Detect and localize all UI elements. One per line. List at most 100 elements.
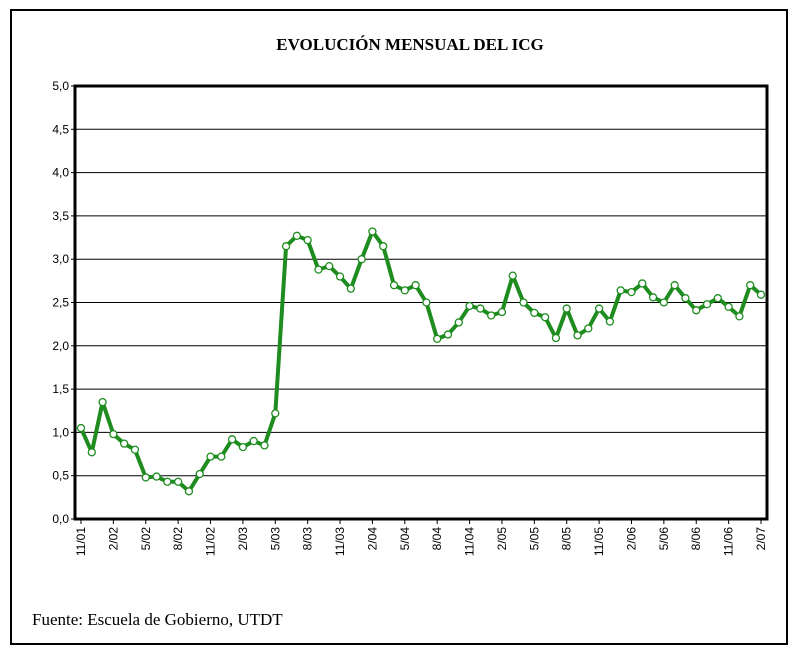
data-point [713, 294, 722, 303]
x-tick-label: 8/04 [430, 527, 444, 551]
x-tick-label: 5/02 [139, 527, 153, 551]
data-point [271, 409, 280, 418]
plot-frame [73, 84, 769, 521]
data-point [605, 317, 615, 326]
x-tick-label: 2/04 [365, 527, 379, 551]
x-tick-label: 2/03 [236, 527, 250, 551]
x-tick-label: 2/05 [495, 527, 509, 551]
data-point [681, 294, 690, 303]
data-point [227, 435, 237, 444]
x-tick-label: 11/02 [204, 527, 218, 556]
y-tick-label: 1,0 [52, 425, 69, 439]
data-point [584, 324, 593, 333]
data-point [735, 312, 744, 321]
data-point [87, 448, 96, 457]
data-point [551, 333, 561, 343]
data-point [638, 279, 647, 288]
data-point [368, 227, 377, 236]
x-tick-label: 5/06 [657, 527, 671, 551]
y-tick-label: 3,5 [52, 209, 69, 223]
x-tick-label: 2/02 [106, 527, 120, 551]
data-point [562, 304, 571, 313]
data-point [98, 397, 107, 407]
x-tick-label: 5/04 [398, 527, 412, 551]
x-tick-label: 2/06 [624, 527, 638, 551]
data-point [120, 439, 129, 448]
data-point [692, 306, 701, 315]
data-point [659, 298, 669, 307]
data-point [184, 487, 194, 496]
y-tick-label: 1,5 [52, 382, 69, 396]
data-point [411, 281, 420, 290]
x-tick-label: 11/05 [592, 527, 606, 556]
data-line [79, 229, 763, 494]
data-point [141, 473, 150, 482]
data-point [109, 429, 118, 439]
data-point [540, 313, 550, 322]
data-point [76, 423, 86, 433]
x-tick-label: 8/05 [560, 527, 574, 551]
data-point [335, 272, 345, 281]
data-point [238, 442, 248, 452]
data-point [648, 293, 658, 302]
chart-title: EVOLUCIÓN MENSUAL DEL ICG [276, 35, 543, 54]
x-tick-label: 5/05 [527, 527, 541, 551]
x-tick-label: 11/06 [722, 527, 736, 556]
data-point [379, 242, 388, 251]
data-point [476, 304, 485, 313]
data-point [487, 311, 496, 320]
y-tick-label: 3,0 [52, 252, 69, 266]
x-tick-label: 5/03 [268, 527, 282, 551]
data-point [746, 281, 755, 290]
x-tick-label: 8/02 [171, 527, 185, 551]
data-point [152, 472, 161, 481]
x-tick-label: 11/03 [333, 527, 347, 556]
y-tick-label: 5,0 [52, 79, 69, 93]
data-point [670, 281, 679, 290]
data-point [497, 307, 507, 317]
data-point [357, 255, 366, 264]
data-point [400, 286, 409, 295]
y-tick-label: 4,0 [52, 166, 69, 180]
data-point [433, 334, 442, 344]
x-tick-label: 11/01 [74, 527, 88, 556]
data-point [454, 318, 463, 327]
data-point [346, 284, 355, 293]
data-point [130, 445, 140, 454]
data-point [702, 300, 712, 309]
data-point [195, 469, 204, 479]
y-tick-label: 4,5 [52, 122, 69, 136]
y-tick-label: 2,0 [52, 339, 69, 353]
x-tick-label: 2/07 [754, 527, 768, 551]
y-tick-label: 0,5 [52, 469, 69, 483]
x-tick-label: 11/04 [463, 527, 477, 556]
y-tick-label: 0,0 [52, 512, 69, 526]
data-point [325, 261, 334, 271]
chart-frame [10, 9, 788, 645]
data-point [422, 298, 431, 307]
data-point [303, 235, 312, 245]
data-point [163, 477, 172, 486]
data-point [616, 286, 625, 295]
data-point [314, 265, 323, 274]
data-point [573, 331, 582, 340]
data-point [281, 242, 291, 251]
data-point [389, 281, 399, 290]
data-point [292, 231, 302, 240]
data-point [724, 302, 733, 311]
data-point [756, 290, 766, 299]
data-point [627, 287, 636, 297]
data-point [173, 477, 183, 486]
data-point [465, 301, 474, 311]
data-point [217, 452, 226, 461]
data-point [530, 308, 539, 318]
data-point [206, 452, 215, 461]
data-point [249, 436, 258, 446]
data-point [594, 304, 604, 313]
y-tick-label: 2,5 [52, 296, 69, 310]
data-point [260, 441, 269, 450]
data-point [508, 271, 517, 280]
source-note: Fuente: Escuela de Gobierno, UTDT [32, 610, 283, 629]
